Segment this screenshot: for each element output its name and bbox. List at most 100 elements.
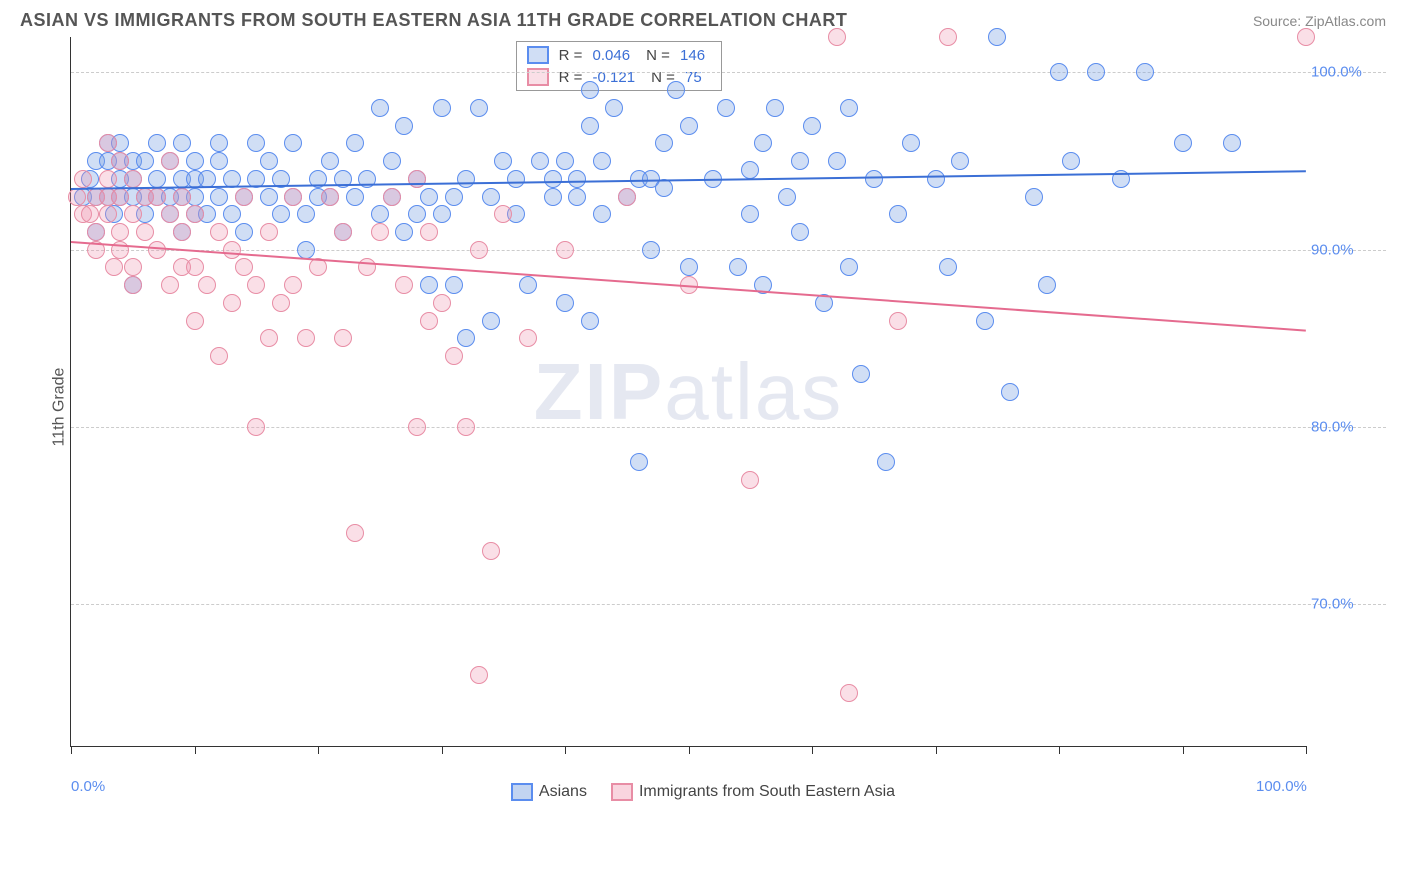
data-point (408, 418, 426, 436)
data-point (420, 276, 438, 294)
data-point (470, 99, 488, 117)
data-point (457, 170, 475, 188)
data-point (297, 241, 315, 259)
data-point (494, 152, 512, 170)
grid-line (71, 427, 1386, 428)
data-point (556, 152, 574, 170)
y-axis-label: 11th Grade (50, 368, 68, 447)
data-point (1062, 152, 1080, 170)
watermark: ZIPatlas (534, 346, 843, 438)
data-point (247, 276, 265, 294)
data-point (284, 188, 302, 206)
legend-swatch (611, 783, 633, 801)
data-point (593, 152, 611, 170)
data-point (445, 347, 463, 365)
data-point (420, 223, 438, 241)
data-point (581, 312, 599, 330)
data-point (321, 188, 339, 206)
data-point (976, 312, 994, 330)
data-point (136, 152, 154, 170)
data-point (482, 542, 500, 560)
stats-legend: R = 0.046N = 146R = -0.121N = 75 (516, 41, 722, 91)
data-point (828, 152, 846, 170)
data-point (988, 28, 1006, 46)
data-point (395, 276, 413, 294)
data-point (482, 312, 500, 330)
data-point (939, 258, 957, 276)
data-point (531, 152, 549, 170)
stat-n-label: N = 146 (646, 47, 711, 64)
data-point (383, 152, 401, 170)
data-point (111, 223, 129, 241)
data-point (371, 223, 389, 241)
grid-line (71, 72, 1386, 73)
data-point (383, 188, 401, 206)
data-point (717, 99, 735, 117)
stat-r-label: R = -0.121 (559, 69, 641, 86)
legend-label: Asians (539, 783, 587, 801)
data-point (544, 170, 562, 188)
data-point (754, 134, 772, 152)
data-point (272, 294, 290, 312)
data-point (210, 347, 228, 365)
data-point (766, 99, 784, 117)
data-point (395, 117, 413, 135)
data-point (667, 81, 685, 99)
data-point (655, 134, 673, 152)
legend-swatch (511, 783, 533, 801)
x-tick (812, 746, 813, 754)
data-point (346, 524, 364, 542)
data-point (198, 276, 216, 294)
legend-swatch (527, 46, 549, 64)
x-tick (1059, 746, 1060, 754)
data-point (173, 188, 191, 206)
data-point (778, 188, 796, 206)
x-tick (1306, 746, 1307, 754)
data-point (840, 258, 858, 276)
data-point (173, 223, 191, 241)
data-point (1025, 188, 1043, 206)
y-tick-label: 80.0% (1311, 418, 1381, 435)
data-point (433, 205, 451, 223)
data-point (235, 258, 253, 276)
data-point (395, 223, 413, 241)
data-point (124, 205, 142, 223)
data-point (87, 223, 105, 241)
data-point (223, 241, 241, 259)
data-point (420, 188, 438, 206)
data-point (321, 152, 339, 170)
x-tick (1183, 746, 1184, 754)
data-point (161, 205, 179, 223)
data-point (420, 312, 438, 330)
data-point (260, 188, 278, 206)
data-point (99, 205, 117, 223)
grid-line (71, 250, 1386, 251)
data-point (210, 152, 228, 170)
data-point (210, 134, 228, 152)
data-point (74, 170, 92, 188)
data-point (852, 365, 870, 383)
data-point (494, 205, 512, 223)
y-tick-label: 70.0% (1311, 596, 1381, 613)
data-point (111, 152, 129, 170)
data-point (297, 205, 315, 223)
data-point (272, 205, 290, 223)
data-point (161, 276, 179, 294)
data-point (581, 81, 599, 99)
x-tick (195, 746, 196, 754)
data-point (408, 205, 426, 223)
data-point (260, 152, 278, 170)
data-point (1001, 383, 1019, 401)
data-point (680, 258, 698, 276)
x-tick (565, 746, 566, 754)
data-point (1050, 63, 1068, 81)
data-point (939, 28, 957, 46)
data-point (445, 188, 463, 206)
data-point (741, 205, 759, 223)
data-point (235, 188, 253, 206)
data-point (1174, 134, 1192, 152)
x-tick (689, 746, 690, 754)
data-point (507, 170, 525, 188)
chart-title: ASIAN VS IMMIGRANTS FROM SOUTH EASTERN A… (20, 10, 847, 31)
data-point (642, 241, 660, 259)
